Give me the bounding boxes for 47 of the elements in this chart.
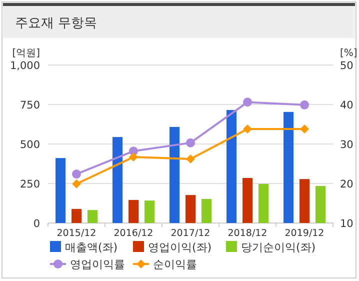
y-tick-label: 750 [20, 100, 40, 112]
legend-label: 당기순이익(좌) [241, 241, 316, 254]
bar [226, 110, 236, 223]
y-axis-title: [억원] [12, 48, 40, 59]
y-tick-label: 500 [20, 139, 40, 151]
bar [284, 112, 294, 223]
y2-tick-label: 30 [340, 139, 354, 151]
point [186, 154, 195, 164]
bar [88, 210, 98, 223]
y2-tick-label: 10 [340, 218, 354, 230]
legend-label: 매출액(좌) [65, 241, 118, 254]
y2-tick-label: 50 [340, 60, 354, 72]
y2-axis-title: [%] [340, 48, 358, 59]
chart-title: 주요재 무항목 [15, 16, 98, 31]
y-tick-label: 1,000 [10, 60, 40, 72]
y2-tick-label: 40 [340, 100, 354, 112]
x-tick-label: 2016/12 [114, 228, 154, 239]
bar [170, 126, 180, 223]
bar [186, 195, 196, 223]
bar [202, 198, 212, 223]
bar [258, 184, 268, 223]
point [243, 98, 252, 107]
bar [316, 186, 326, 223]
y2-tick-label: 20 [340, 178, 354, 190]
x-tick-label: 2015/12 [56, 228, 96, 239]
x-tick-label: 2018/12 [228, 228, 268, 239]
bar [112, 137, 122, 223]
y-tick-label: 250 [20, 178, 40, 190]
point [72, 170, 81, 179]
point [129, 152, 138, 162]
bar [128, 200, 138, 223]
legend-label: 영업이익(좌) [148, 241, 212, 254]
bar [144, 200, 154, 223]
x-tick-label: 2019/12 [284, 228, 324, 239]
x-tick-label: 2017/12 [170, 228, 210, 239]
point [72, 179, 81, 188]
bar [56, 158, 66, 223]
legend-label: 순이익률 [153, 258, 197, 271]
y-tick-label: 0 [33, 218, 40, 230]
legend-label: 영업이익률 [70, 258, 125, 271]
point [186, 138, 195, 148]
point [300, 124, 309, 134]
bar [300, 179, 310, 223]
point [300, 100, 309, 110]
bar [242, 178, 252, 223]
point [243, 124, 252, 134]
bar [72, 208, 82, 223]
